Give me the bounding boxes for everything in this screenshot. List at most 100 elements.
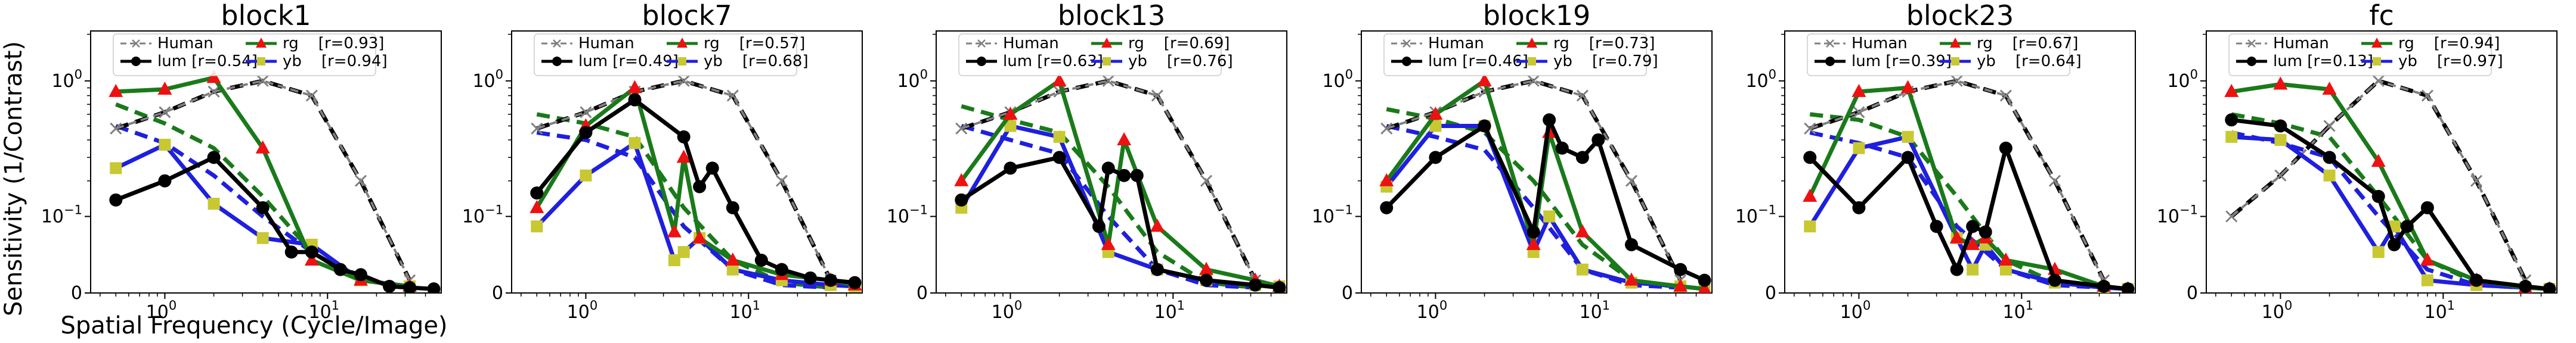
legend-label-human: Human <box>157 35 213 52</box>
data-point-human <box>1950 74 1963 87</box>
data-point-lum <box>1575 151 1589 164</box>
series-line-rg-dashed <box>115 102 410 289</box>
data-point-lum <box>1199 273 1213 287</box>
chart-title: block19 <box>1483 0 1591 32</box>
plot-frame <box>1784 30 2136 294</box>
plot-area <box>954 73 1287 293</box>
data-point-rg <box>157 82 172 95</box>
data-point-rg <box>1379 173 1394 186</box>
data-point-lum <box>207 151 221 164</box>
data-point-lum <box>1966 220 1980 233</box>
data-point-lum <box>2371 189 2385 203</box>
data-point-human <box>2274 169 2287 182</box>
legend-marker <box>2371 38 2382 48</box>
plot-area <box>1803 74 2135 293</box>
data-point-yb <box>668 254 680 267</box>
data-point-lum <box>2323 151 2336 164</box>
data-point-rg <box>1199 261 1213 275</box>
x-tick-label: 100 <box>1840 298 1871 323</box>
data-point-lum <box>2543 282 2556 293</box>
chart-title: block23 <box>1906 0 2014 32</box>
plot-frame <box>936 30 1287 294</box>
legend-label-lum: lum [r=0.63] <box>1003 52 1103 70</box>
data-point-rg <box>2322 82 2337 95</box>
data-point-lum <box>383 279 397 293</box>
data-point-human <box>2372 74 2385 87</box>
data-point-lum <box>726 201 739 214</box>
legend-marker <box>678 57 686 66</box>
data-point-lum <box>403 281 417 293</box>
legend-box <box>958 33 1222 76</box>
y-tick-label: 0 <box>71 283 82 304</box>
data-point-human <box>1151 89 1163 102</box>
series-line-yb <box>959 124 1280 289</box>
data-point-lum <box>2048 273 2061 287</box>
legend-label-human: Human <box>1428 35 1484 52</box>
data-point-human <box>1999 89 2012 102</box>
data-point-lum <box>1004 161 1017 175</box>
y-tick-label: 100 <box>1322 67 1353 92</box>
data-point-rg <box>1526 236 1541 250</box>
y-tick-label: 0 <box>1765 283 1776 304</box>
y-tick-label: 0 <box>917 283 928 304</box>
data-point-lum <box>2121 282 2135 293</box>
series-line-lum <box>1385 117 1705 282</box>
x-tick-label: 100 <box>2262 298 2293 323</box>
legend-label-rg: rg [r=0.57] <box>704 35 805 52</box>
data-point-lum <box>427 282 441 293</box>
data-point-lum <box>1698 273 1711 287</box>
legend-label-rg: rg [r=0.67] <box>1977 35 2078 52</box>
data-point-lum <box>1272 281 1286 293</box>
data-point-human <box>2048 174 2061 187</box>
data-point-lum <box>2469 273 2483 287</box>
data-point-lum <box>256 201 270 214</box>
y-tick-label: 100 <box>472 67 503 92</box>
series-line-human <box>1809 79 2105 281</box>
y-tick-label: 100 <box>1745 67 1776 92</box>
data-point-lum <box>693 180 707 194</box>
legend-box <box>1807 33 2070 76</box>
data-point-yb <box>256 232 269 244</box>
x-tick-label: 100 <box>992 298 1023 323</box>
legend-label-human: Human <box>1003 35 1059 52</box>
data-point-lum <box>1852 201 1866 214</box>
legend-label-lum: lum [r=0.46] <box>1428 52 1528 70</box>
series-line-human-reference <box>1809 79 2106 282</box>
data-point-yb <box>726 263 739 276</box>
x-tick-label: 100 <box>146 298 177 323</box>
data-point-rg <box>109 83 123 97</box>
plot-area <box>530 74 862 292</box>
legend-marker <box>2247 57 2256 66</box>
y-tick-label: 10−1 <box>462 202 503 227</box>
data-point-rg <box>1101 236 1116 250</box>
data-point-lum <box>1999 141 2012 155</box>
chart-title: fc <box>2369 0 2394 32</box>
data-point-rg <box>1852 83 1866 97</box>
data-point-rg <box>2420 252 2435 266</box>
legend-marker <box>132 39 140 48</box>
data-point-human <box>531 122 543 135</box>
data-point-rg <box>676 149 691 163</box>
data-point-yb <box>1576 263 1589 276</box>
data-point-lum <box>1555 141 1569 155</box>
data-point-yb <box>208 198 220 210</box>
x-tick-label: 100 <box>567 298 598 323</box>
chart-title: block13 <box>1058 0 1166 32</box>
plot-area <box>1379 73 1711 293</box>
legend-marker <box>977 57 986 66</box>
data-point-human <box>677 74 690 87</box>
data-point-rg <box>304 252 319 266</box>
data-point-human <box>2225 210 2238 223</box>
data-point-yb <box>159 139 171 151</box>
data-point-human <box>1804 122 1816 135</box>
data-point-human <box>110 122 122 135</box>
legend-marker <box>1528 57 1536 66</box>
legend-marker <box>256 38 267 48</box>
data-point-rg <box>1673 278 1688 292</box>
data-point-yb <box>1999 263 2012 276</box>
data-point-lum <box>354 268 367 282</box>
data-point-lum <box>824 273 838 287</box>
data-point-human <box>1625 174 1638 187</box>
